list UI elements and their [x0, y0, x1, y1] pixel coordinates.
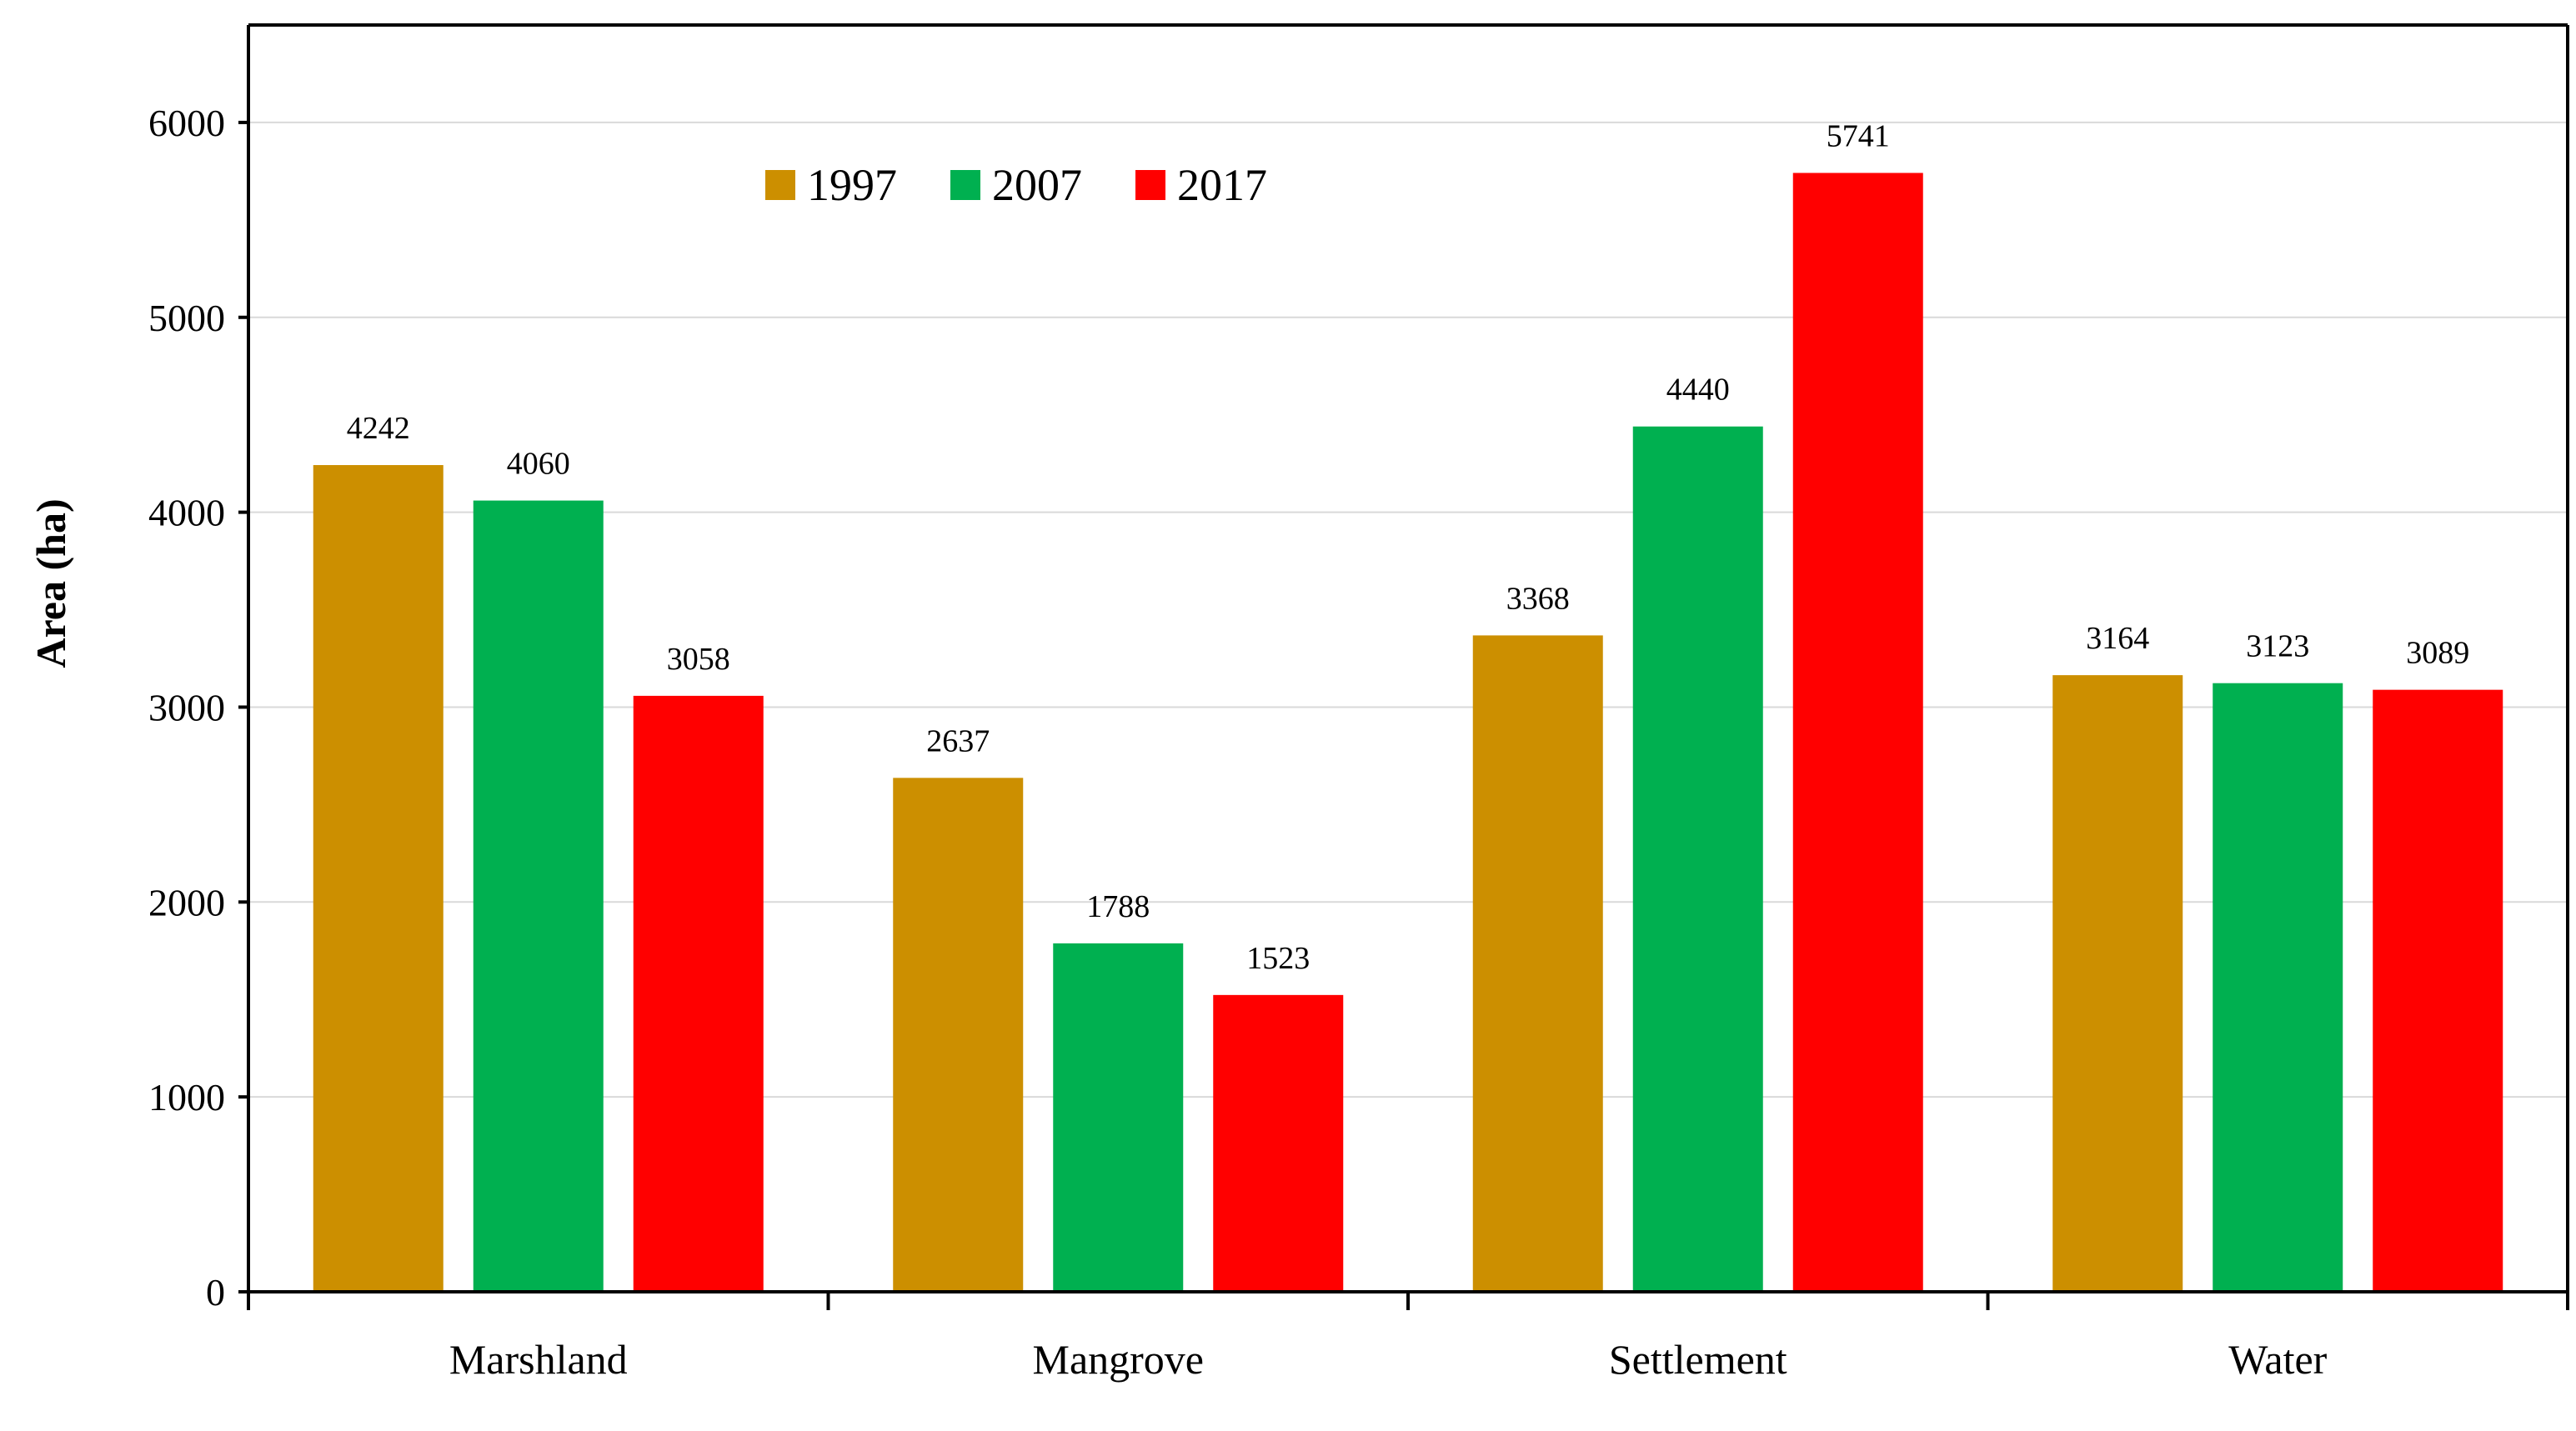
bar-marshland-2017 [633, 695, 764, 1292]
data-label: 3123 [2246, 629, 2309, 664]
data-label: 4242 [347, 411, 410, 446]
y-tick-label: 2000 [148, 881, 225, 923]
bar-water-2007 [2213, 683, 2343, 1292]
data-label: 4060 [507, 447, 570, 482]
bar-water-2017 [2373, 689, 2503, 1292]
bar-settlement-2007 [1632, 426, 1763, 1292]
bar-marshland-1997 [313, 465, 444, 1292]
data-label: 5741 [1827, 118, 1890, 153]
data-label: 3368 [1506, 581, 1570, 616]
data-label: 1788 [1086, 889, 1150, 924]
data-labels: 4242 4060 3058 2637 1788 1523 3368 4440 5741 3164… [347, 118, 2470, 975]
data-label: 1523 [1246, 941, 1310, 976]
x-tick-label: Mangrove [1033, 1336, 1205, 1383]
legend-swatch-1997 [765, 170, 795, 200]
x-tick-label: Marshland [449, 1336, 628, 1383]
legend: 1997 2007 2017 [765, 160, 1267, 210]
x-tick-label: Settlement [1609, 1336, 1787, 1383]
legend-swatch-2017 [1135, 170, 1165, 200]
y-axis-label: Area (ha) [28, 498, 74, 668]
bar-mangrove-1997 [893, 778, 1024, 1292]
data-label: 4440 [1666, 373, 1730, 408]
legend-label: 2007 [992, 160, 1082, 210]
y-tick-label: 5000 [148, 297, 225, 339]
bars [313, 173, 2503, 1292]
data-label: 2637 [926, 723, 990, 758]
y-tick-label: 3000 [148, 686, 225, 728]
legend-label: 2017 [1177, 160, 1267, 210]
bar-water-1997 [2052, 675, 2183, 1292]
data-label: 3058 [667, 642, 730, 677]
y-tick-label: 1000 [148, 1076, 225, 1118]
axis-ticks: 0 1000 2000 3000 4000 5000 6000 Marshland Mangro… [148, 102, 2569, 1383]
bar-marshland-2007 [473, 500, 604, 1292]
data-label: 3089 [2406, 636, 2469, 671]
bar-settlement-2017 [1792, 173, 1923, 1292]
y-tick-label: 0 [206, 1271, 225, 1313]
bar-mangrove-2017 [1213, 994, 1344, 1292]
bar-settlement-1997 [1472, 635, 1603, 1292]
y-tick-label: 6000 [148, 102, 225, 144]
y-tick-label: 4000 [148, 492, 225, 534]
legend-swatch-2007 [950, 170, 980, 200]
data-label: 3164 [2086, 621, 2149, 656]
x-tick-label: Water [2228, 1336, 2327, 1383]
bar-mangrove-2007 [1053, 943, 1184, 1292]
legend-label: 1997 [807, 160, 897, 210]
